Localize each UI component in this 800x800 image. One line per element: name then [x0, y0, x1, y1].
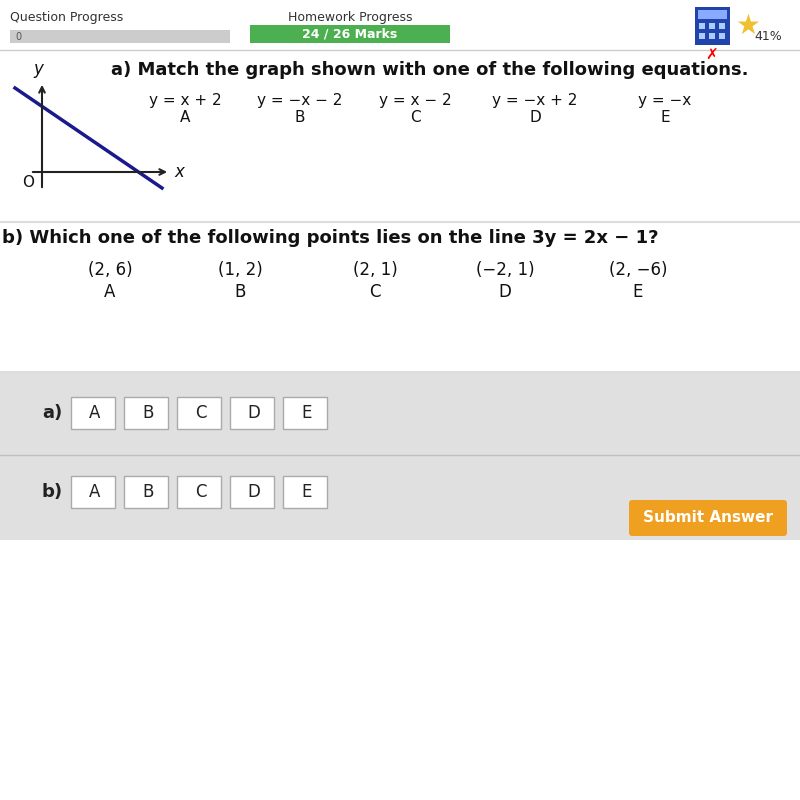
FancyBboxPatch shape	[629, 500, 787, 536]
Text: D: D	[247, 404, 261, 422]
Text: 24 / 26 Marks: 24 / 26 Marks	[302, 27, 398, 41]
FancyBboxPatch shape	[71, 397, 115, 429]
Text: y = x + 2: y = x + 2	[149, 93, 222, 107]
Bar	[698, 10, 727, 19]
Text: a): a)	[42, 404, 62, 422]
Text: a) Match the graph shown with one of the following equations.: a) Match the graph shown with one of the…	[111, 61, 749, 79]
Text: D: D	[247, 483, 261, 501]
Bar	[709, 33, 715, 39]
Text: b): b)	[42, 483, 62, 501]
Bar	[719, 33, 725, 39]
Text: B: B	[234, 283, 246, 301]
Text: D: D	[498, 283, 511, 301]
FancyBboxPatch shape	[177, 476, 221, 508]
Text: Submit Answer: Submit Answer	[643, 510, 773, 526]
Text: B: B	[142, 404, 154, 422]
Text: B: B	[294, 110, 306, 126]
Text: O: O	[22, 175, 34, 190]
Text: E: E	[660, 110, 670, 126]
Bar	[0, 222, 800, 370]
Text: A: A	[90, 404, 101, 422]
FancyBboxPatch shape	[124, 397, 168, 429]
Text: y: y	[33, 60, 43, 78]
Text: b) Which one of the following points lies on the line 3y = 2x − 1?: b) Which one of the following points lie…	[2, 229, 658, 247]
Bar	[699, 23, 705, 29]
Text: C: C	[195, 483, 206, 501]
Text: A: A	[90, 483, 101, 501]
Bar	[709, 13, 715, 19]
Bar	[709, 23, 715, 29]
Text: y = −x: y = −x	[638, 93, 692, 107]
Bar	[10, 30, 230, 43]
FancyBboxPatch shape	[283, 397, 327, 429]
FancyBboxPatch shape	[177, 397, 221, 429]
Text: ✗: ✗	[706, 48, 718, 63]
FancyBboxPatch shape	[71, 476, 115, 508]
Bar	[250, 25, 450, 43]
Bar	[699, 13, 705, 19]
Text: y = −x + 2: y = −x + 2	[492, 93, 578, 107]
Text: A: A	[104, 283, 116, 301]
Bar	[695, 7, 730, 45]
Text: (2, 6): (2, 6)	[88, 261, 132, 279]
Text: (−2, 1): (−2, 1)	[476, 261, 534, 279]
Bar	[699, 33, 705, 39]
Text: x: x	[174, 163, 184, 181]
Bar	[0, 540, 800, 800]
Text: y = −x − 2: y = −x − 2	[258, 93, 342, 107]
Text: 0: 0	[15, 32, 21, 42]
Bar	[0, 372, 800, 540]
Text: (2, 1): (2, 1)	[353, 261, 398, 279]
Text: (1, 2): (1, 2)	[218, 261, 262, 279]
Text: B: B	[142, 483, 154, 501]
Text: C: C	[195, 404, 206, 422]
Text: (2, −6): (2, −6)	[609, 261, 667, 279]
Text: D: D	[529, 110, 541, 126]
Text: E: E	[302, 404, 312, 422]
Bar	[250, 25, 450, 43]
Text: C: C	[410, 110, 420, 126]
Text: E: E	[633, 283, 643, 301]
FancyBboxPatch shape	[230, 397, 274, 429]
Bar	[0, 50, 800, 220]
Text: ★: ★	[735, 12, 761, 40]
Bar	[719, 23, 725, 29]
Text: A: A	[180, 110, 190, 126]
Bar	[0, 0, 800, 50]
Text: 41%: 41%	[754, 30, 782, 43]
Text: Homework Progress: Homework Progress	[288, 10, 412, 23]
FancyBboxPatch shape	[230, 476, 274, 508]
Text: y = x − 2: y = x − 2	[378, 93, 451, 107]
FancyBboxPatch shape	[283, 476, 327, 508]
Bar	[719, 13, 725, 19]
Text: E: E	[302, 483, 312, 501]
FancyBboxPatch shape	[124, 476, 168, 508]
Text: Question Progress: Question Progress	[10, 10, 123, 23]
Text: C: C	[370, 283, 381, 301]
